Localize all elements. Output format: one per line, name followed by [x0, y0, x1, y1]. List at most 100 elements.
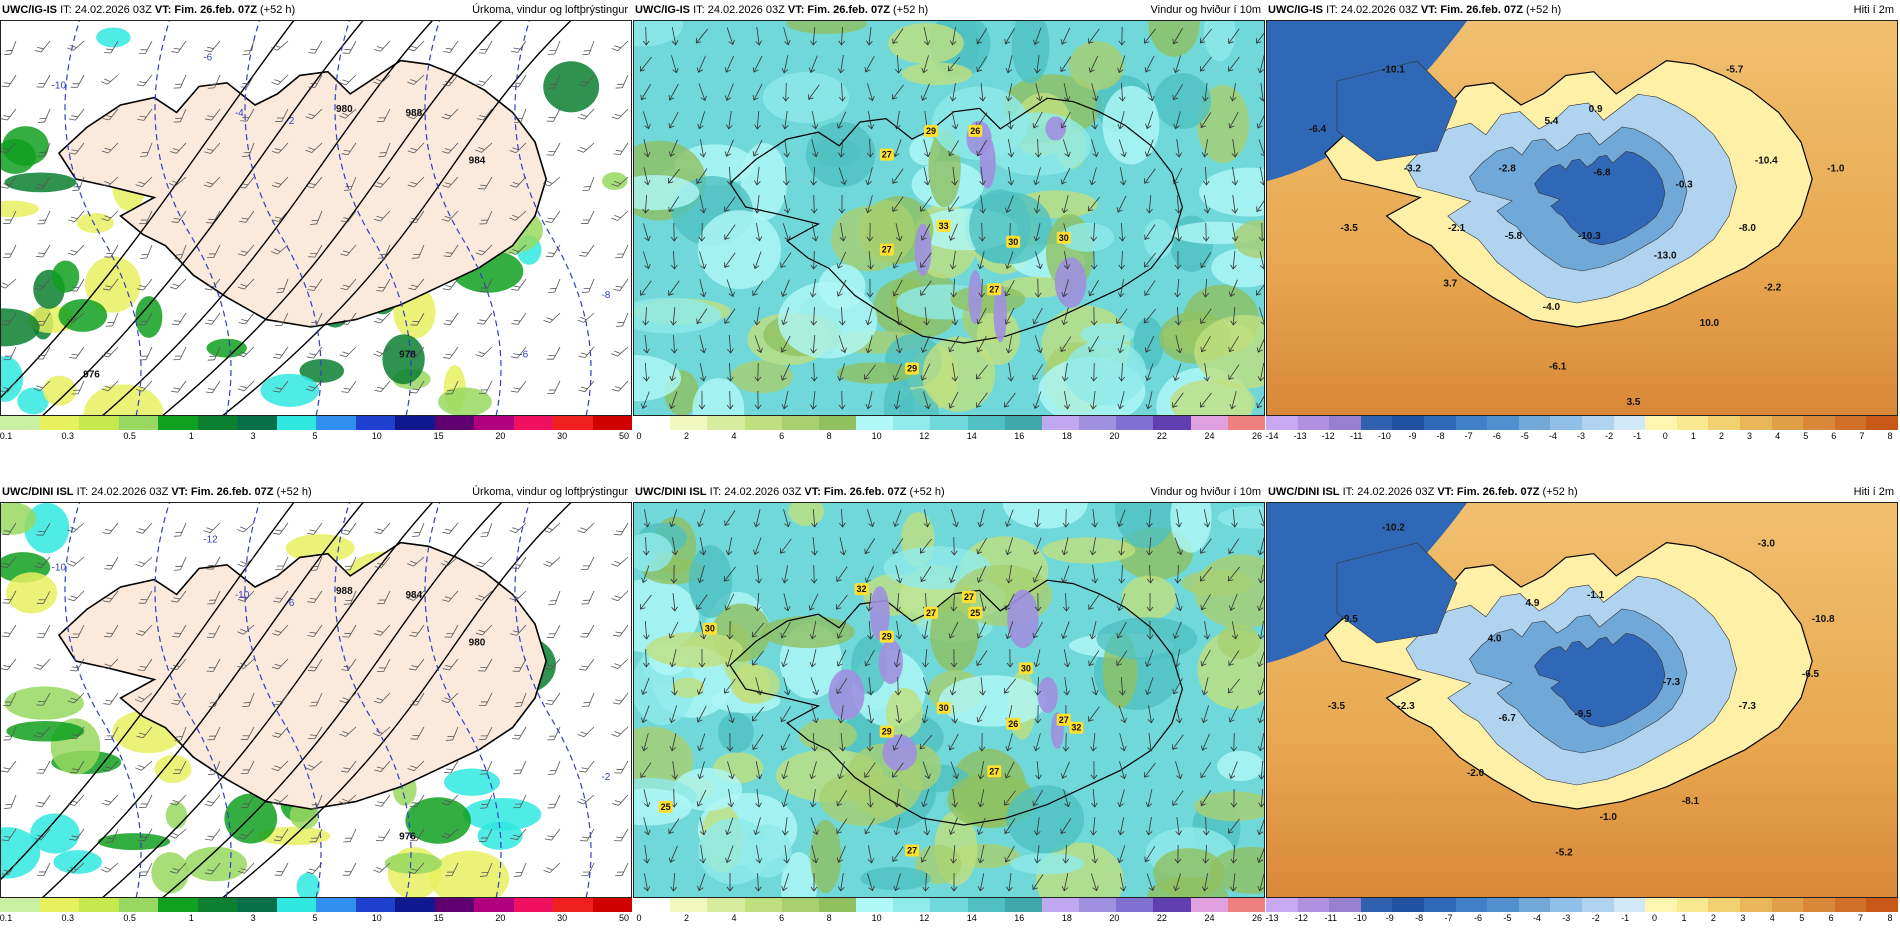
- color-scale-tick-label: 10: [371, 431, 382, 441]
- gust-label-bg: [968, 124, 983, 137]
- color-scale-swatch: [1455, 898, 1488, 912]
- color-scale-tick-label: 50: [618, 913, 630, 923]
- valid-time: Fim. 26.feb. 07Z: [190, 486, 274, 498]
- init-time: IT: 24.02.2026 03Z: [76, 486, 169, 498]
- temperature-value: -5.7: [1726, 64, 1744, 75]
- gust-label-bg: [1006, 717, 1021, 730]
- temperature-value: 4.0: [1488, 634, 1502, 645]
- map-area[interactable]: -10.1 -5.7 -6.4 5.4 0.9 -10.4 -1.0 -6.8 -0.3 -3.2…: [1266, 20, 1898, 416]
- gust-label: 29: [926, 126, 936, 136]
- init-time: IT: 24.02.2026 03Z: [1326, 4, 1418, 16]
- color-scale-tick-label: 10: [871, 431, 882, 441]
- valid-time-label: VT:: [1420, 4, 1438, 16]
- color-scale-swatch: [1360, 898, 1393, 912]
- color-scale-tick-label: 10: [871, 913, 882, 923]
- gust-label-bg: [905, 844, 920, 857]
- color-scale-swatch: [930, 416, 968, 430]
- temperature-value: -6.4: [1309, 124, 1327, 135]
- lead-time: (+52 h): [276, 486, 312, 498]
- temperature-value: -7.3: [1663, 677, 1681, 688]
- color-scale-swatch: [1079, 898, 1117, 912]
- color-scale-swatch: [1739, 898, 1772, 912]
- color-scale-swatch: [1866, 416, 1898, 430]
- color-scale-swatch: [1153, 898, 1191, 912]
- color-scale-tick-label: 0.1: [0, 431, 13, 441]
- color-scale-swatch: [1834, 898, 1867, 912]
- isobar-label: 984: [405, 590, 422, 601]
- color-scale-tick-label: 50: [618, 431, 630, 441]
- isobar-label: 988: [336, 586, 353, 597]
- precip-panel-uwc-dini-isl: UWC/DINI ISL IT: 24.02.2026 03Z VT: Fim.…: [0, 482, 632, 930]
- color-scale-tick-label: 0.1: [0, 913, 13, 923]
- color-scale-swatch: [1227, 898, 1265, 912]
- color-scale-swatch: [118, 416, 158, 430]
- init-time: IT: 24.02.2026 03Z: [709, 486, 802, 498]
- color-scale-tick-label: -12: [1321, 431, 1335, 441]
- map-area[interactable]: 29 26 27 33 30 30 27 27 29: [633, 20, 1265, 416]
- color-scale-tick-label: 3: [1747, 431, 1753, 441]
- color-scale-bar: [633, 416, 1265, 430]
- temperature-value: -1.0: [1827, 163, 1845, 174]
- temp-contour-label: -6: [203, 53, 212, 64]
- color-scale-swatch: [1190, 898, 1228, 912]
- color-scale-tick-label: 16: [1014, 431, 1025, 441]
- color-scale-tick-label: 2: [684, 431, 690, 441]
- gust-label-bg: [968, 606, 983, 619]
- valid-time-label: VT:: [787, 4, 805, 16]
- map-area[interactable]: 984 988 980 976 -10 -12 -10 -6 -2: [0, 502, 632, 898]
- color-scale-swatch: [856, 898, 894, 912]
- color-scale-tick-label: 3: [1740, 913, 1746, 923]
- color-scale-swatch: [1676, 898, 1709, 912]
- color-scale-swatch: [1613, 416, 1646, 430]
- color-scale-swatch: [79, 416, 119, 430]
- color-scale-tick-label: -1: [1633, 431, 1642, 441]
- gust-label: 29: [907, 363, 917, 373]
- color-scale-tick-label: 7: [1858, 913, 1864, 923]
- valid-time: Fim. 26.feb. 07Z: [1440, 4, 1523, 16]
- color-scale-tick-label: 3: [250, 913, 256, 923]
- isobar-label: 988: [405, 108, 422, 119]
- color-scale-swatch: [355, 898, 395, 912]
- gust-label-bg: [879, 725, 894, 738]
- panel-header: UWC/DINI ISL IT: 24.02.2026 03Z VT: Fim.…: [0, 482, 632, 502]
- temperature-value: -9.5: [1574, 709, 1592, 720]
- color-scale-tick-label: 22: [1156, 913, 1167, 923]
- color-scale-swatch: [1392, 416, 1424, 430]
- color-scale-tick-label: 30: [557, 431, 568, 441]
- color-scale-swatch: [1487, 416, 1519, 430]
- isobar-label: 984: [469, 156, 486, 167]
- color-scale-swatch: [1708, 898, 1740, 912]
- temperature-value: -8.1: [1682, 796, 1700, 807]
- isobar-label: 980: [469, 638, 486, 649]
- color-scale-ticks: -14 -13 -12 -11 -10 -9 -8 -7 -6 -5 -4 -3 -2 -1 0 1 2 3 4 5 6…: [1265, 431, 1898, 445]
- map-area[interactable]: 27 25 29 30 26 27 27 29 27 30 32 27 30 32 25: [633, 502, 1265, 898]
- color-scale-tick-label: 6: [779, 431, 785, 441]
- color-scale-tick-label: 30: [557, 913, 568, 923]
- gust-label-bg: [987, 283, 1002, 296]
- temperature-value: 0.9: [1589, 104, 1603, 115]
- color-scale-swatch: [1227, 416, 1265, 430]
- gust-label: 27: [989, 766, 999, 776]
- color-scale-swatch: [237, 416, 277, 430]
- color-scale-tick-label: 24: [1204, 913, 1215, 923]
- valid-time-label: VT:: [804, 486, 821, 498]
- color-scale-tick-label: 7: [1859, 431, 1865, 441]
- color-scale-tick-label: -4: [1532, 913, 1541, 923]
- gust-label: 25: [661, 802, 671, 812]
- map-area[interactable]: -10.2 -3.0 -9.5 4.9 -1.1 -10.8 4.0 -6.5 -7.3 -3.5…: [1266, 502, 1898, 898]
- map-area[interactable]: 988 980 984 978 976 -10 -6 -4 -2 -8 -6: [0, 20, 632, 416]
- color-scale-swatch: [1803, 898, 1835, 912]
- color-scale-swatch: [0, 898, 40, 912]
- color-scale-swatch: [633, 416, 671, 430]
- gust-label: 30: [705, 624, 715, 634]
- model-name: UWC/IG-IS: [2, 4, 57, 16]
- color-scale-swatch: [197, 898, 237, 912]
- color-scale-tick-label: 0.3: [61, 431, 75, 441]
- panel-header: UWC/IG-IS IT: 24.02.2026 03Z VT: Fim. 26…: [1266, 0, 1898, 20]
- init-time: IT: 24.02.2026 03Z: [1342, 486, 1435, 498]
- color-scale-tick-label: 1: [188, 431, 194, 441]
- color-scale-tick-label: 15: [433, 431, 444, 441]
- color-scale-tick-label: 15: [433, 913, 444, 923]
- color-scale-ticks: -13 -12 -11 -10 -9 -8 -7 -6 -5 -4 -3 -2 -1 0 1 2 3 4 5 6 7 8: [1265, 913, 1898, 927]
- gust-label-bg: [879, 630, 894, 643]
